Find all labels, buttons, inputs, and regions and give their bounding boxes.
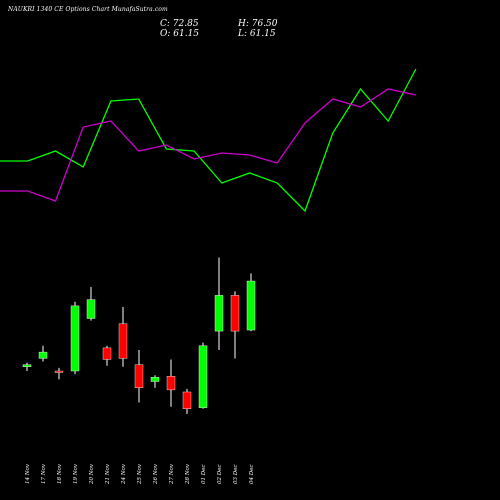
chart-title: NAUKRI 1340 CE Options Chart MunafaSutra… — [8, 6, 168, 13]
candle-body — [134, 364, 144, 389]
candle-body — [22, 364, 32, 368]
overlay-line-1 — [0, 68, 417, 213]
candle-21-nov — [102, 345, 112, 366]
candle-body — [166, 376, 176, 391]
candle-body — [230, 295, 240, 332]
x-tick-label: 17 Nov — [41, 463, 47, 484]
x-tick-label: 18 Nov — [57, 463, 63, 484]
candle-25-nov — [134, 350, 144, 403]
candle-18-nov — [54, 367, 64, 380]
candles — [22, 257, 256, 415]
overlay-line-2 — [0, 88, 417, 202]
overlay-lines — [0, 68, 417, 213]
candle-body — [118, 323, 128, 359]
x-tick-label: 03 Dec — [233, 465, 239, 485]
x-tick-label: 28 Nov — [185, 463, 191, 485]
x-tick-label: 21 Nov — [105, 463, 111, 485]
x-tick-label: 25 Nov — [137, 463, 143, 485]
candle-body — [102, 347, 112, 360]
candle-24-nov — [118, 306, 128, 367]
candle-body — [86, 299, 96, 319]
x-axis-labels: 14 Nov 17 Nov 18 Nov 19 Nov 20 Nov 21 Nov 24 N… — [25, 463, 255, 485]
candle-body — [70, 305, 80, 372]
x-tick-label: 04 Dec — [249, 465, 255, 485]
x-tick-label: 24 Nov — [121, 463, 127, 485]
candle-body — [214, 295, 224, 332]
candle-body — [198, 345, 208, 408]
high-value: H: 76.50 — [238, 19, 278, 29]
candle-01-dec — [198, 342, 208, 409]
candle-03-dec — [230, 291, 240, 359]
candle-04-dec — [246, 273, 256, 332]
candle-27-nov — [166, 359, 176, 407]
candle-02-dec — [214, 257, 224, 350]
x-tick-label: 27 Nov — [169, 463, 175, 485]
candle-17-nov — [38, 345, 48, 362]
open-value: O: 61.15 — [160, 29, 200, 39]
candle-body — [150, 377, 160, 382]
candle-19-nov — [70, 301, 80, 375]
candle-body — [246, 280, 256, 331]
close-value: C: 72.85 — [160, 19, 199, 29]
candle-20-nov — [86, 287, 96, 321]
candle-body — [38, 351, 48, 359]
x-tick-label: 26 Nov — [153, 463, 159, 485]
candle-body — [54, 370, 64, 373]
candle-body — [182, 391, 192, 409]
candle-28-nov — [182, 388, 192, 415]
x-tick-label: 02 Dec — [217, 465, 223, 485]
low-value: L: 61.15 — [238, 29, 276, 39]
x-tick-label: 20 Nov — [89, 463, 95, 485]
x-tick-label: 01 Dec — [201, 465, 207, 485]
candle-14-nov — [22, 362, 32, 371]
candle-26-nov — [150, 375, 160, 388]
x-tick-label: 14 Nov — [25, 463, 31, 484]
x-tick-label: 19 Nov — [73, 463, 79, 484]
